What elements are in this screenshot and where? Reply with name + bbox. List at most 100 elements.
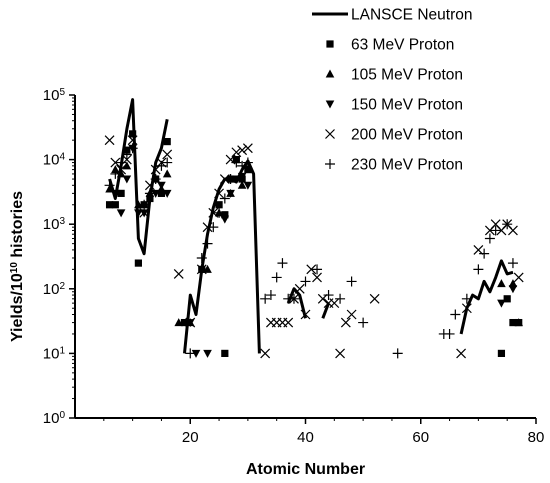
y-tick-label: 105 xyxy=(43,87,66,105)
data-point xyxy=(340,317,351,328)
data-point xyxy=(162,169,172,178)
x-tick-label: 40 xyxy=(297,429,314,446)
data-point xyxy=(226,189,235,198)
data-point xyxy=(180,318,189,327)
data-point xyxy=(260,348,271,359)
legend-swatch xyxy=(325,129,335,139)
legend-label: 230 MeV Proton xyxy=(351,157,463,174)
data-point xyxy=(203,264,212,273)
data-point xyxy=(346,309,357,320)
data-point xyxy=(323,290,334,301)
data-point xyxy=(456,348,467,359)
legend-swatch xyxy=(325,69,335,78)
legend-item: 150 MeV Proton xyxy=(325,97,463,114)
data-point xyxy=(312,272,322,283)
data-point xyxy=(122,161,132,170)
data-point xyxy=(497,349,506,357)
y-tick-label: 104 xyxy=(43,151,66,169)
legend-item: 105 MeV Proton xyxy=(325,67,463,84)
data-point xyxy=(288,293,299,304)
data-point xyxy=(150,164,161,175)
data-point xyxy=(110,168,121,179)
series-200-mev-proton xyxy=(104,135,524,359)
data-point xyxy=(214,188,224,199)
data-point xyxy=(127,143,138,154)
data-point xyxy=(242,143,253,154)
y-tick-label: 101 xyxy=(43,345,66,363)
series-line xyxy=(459,259,514,335)
series-105-mev-proton xyxy=(105,161,524,327)
data-point xyxy=(122,175,132,184)
data-point xyxy=(104,180,115,191)
data-point xyxy=(162,157,173,168)
y-tick-label: 103 xyxy=(43,216,66,234)
data-point xyxy=(116,209,126,218)
data-point xyxy=(203,349,212,358)
data-point xyxy=(490,225,501,236)
data-point xyxy=(335,293,346,304)
legend-label: LANSCE Neutron xyxy=(351,7,472,24)
data-point xyxy=(151,189,160,198)
legend-item: LANSCE Neutron xyxy=(312,7,472,24)
data-point xyxy=(196,264,207,275)
data-point xyxy=(508,279,518,288)
data-point xyxy=(265,290,276,301)
data-point xyxy=(221,211,229,219)
data-point xyxy=(312,264,323,275)
data-point xyxy=(358,317,369,328)
data-point xyxy=(134,200,143,209)
data-point xyxy=(146,194,154,203)
data-point xyxy=(242,157,253,168)
data-point xyxy=(116,169,126,178)
data-point xyxy=(231,157,242,168)
data-point xyxy=(369,293,380,304)
data-point xyxy=(156,160,167,171)
data-point xyxy=(202,238,213,249)
data-point xyxy=(116,164,127,175)
data-point xyxy=(129,130,137,138)
data-point xyxy=(150,174,161,185)
y-tick-label: 100 xyxy=(43,410,66,428)
data-point xyxy=(174,318,184,327)
data-point xyxy=(514,318,524,327)
data-point xyxy=(110,157,121,168)
data-point xyxy=(294,283,305,294)
data-point xyxy=(317,293,328,304)
x-tick-label: 20 xyxy=(182,429,199,446)
data-point xyxy=(157,181,166,190)
data-point xyxy=(392,348,403,359)
series-150-mev-proton xyxy=(111,144,518,358)
y-axis-title-suffix: histories xyxy=(9,191,26,262)
data-point xyxy=(450,309,461,320)
plot-area xyxy=(104,98,524,359)
y-axis-title: Yields/1010 histories xyxy=(9,191,27,342)
data-point xyxy=(237,172,247,181)
legend-label: 63 MeV Proton xyxy=(351,37,454,54)
legend-label: 200 MeV Proton xyxy=(351,127,463,144)
legend-swatch xyxy=(326,40,334,48)
data-point xyxy=(484,233,495,244)
series-line xyxy=(321,302,331,319)
data-point xyxy=(509,318,517,327)
data-point xyxy=(196,252,207,263)
data-point xyxy=(105,201,114,209)
data-point xyxy=(306,264,317,275)
data-point xyxy=(144,180,155,191)
data-point xyxy=(162,149,173,160)
data-point xyxy=(502,219,513,230)
data-point xyxy=(185,348,196,359)
data-point xyxy=(473,264,484,275)
data-point xyxy=(185,317,196,328)
data-point xyxy=(111,189,120,198)
data-point xyxy=(208,222,219,233)
data-point xyxy=(513,272,524,283)
data-point xyxy=(104,135,115,146)
data-point xyxy=(507,258,518,269)
y-axis-title-main: Yields/10 xyxy=(9,273,26,342)
series-line xyxy=(286,287,307,319)
data-point xyxy=(503,295,511,303)
data-point xyxy=(237,180,247,189)
x-tick-label: 80 xyxy=(528,429,545,446)
data-point xyxy=(139,207,150,218)
